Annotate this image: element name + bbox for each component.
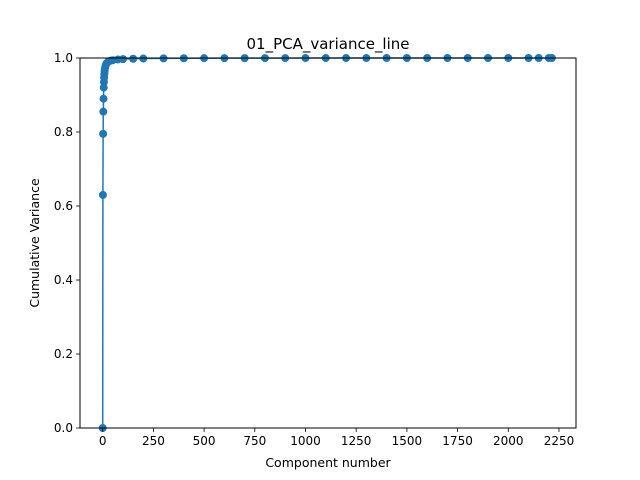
data-point [99,107,108,116]
y-tick-label: 0.6 [54,199,73,213]
data-point [99,129,108,138]
x-tick-label: 0 [99,434,107,448]
data-point [98,190,107,199]
data-point [139,54,148,63]
y-axis-label: Cumulative Variance [27,178,42,308]
data-point [99,94,108,103]
data-point [118,55,127,64]
y-tick-label: 0.0 [54,421,73,435]
y-tick-label: 0.4 [54,273,73,287]
x-tick-label: 1000 [290,434,321,448]
y-axis: 0.0 0.2 0.4 0.6 0.8 1.0 [54,51,80,435]
x-tick-label: 1750 [442,434,473,448]
axes-frame [79,57,577,429]
data-point [129,54,138,63]
x-tick-label: 500 [193,434,216,448]
x-tick-label: 750 [243,434,266,448]
x-axis: 0 250 500 750 1000 1250 1500 1750 2000 2250 [99,428,574,448]
y-tick-label: 0.2 [54,347,73,361]
chart-title: 01_PCA_variance_line [246,35,409,54]
x-tick-label: 2000 [493,434,524,448]
y-tick-label: 1.0 [54,51,73,65]
x-tick-label: 1500 [392,434,423,448]
x-tick-label: 250 [142,434,165,448]
y-tick-label: 0.8 [54,125,73,139]
x-tick-label: 2250 [544,434,575,448]
x-axis-label: Component number [265,455,391,470]
x-tick-label: 1250 [341,434,372,448]
